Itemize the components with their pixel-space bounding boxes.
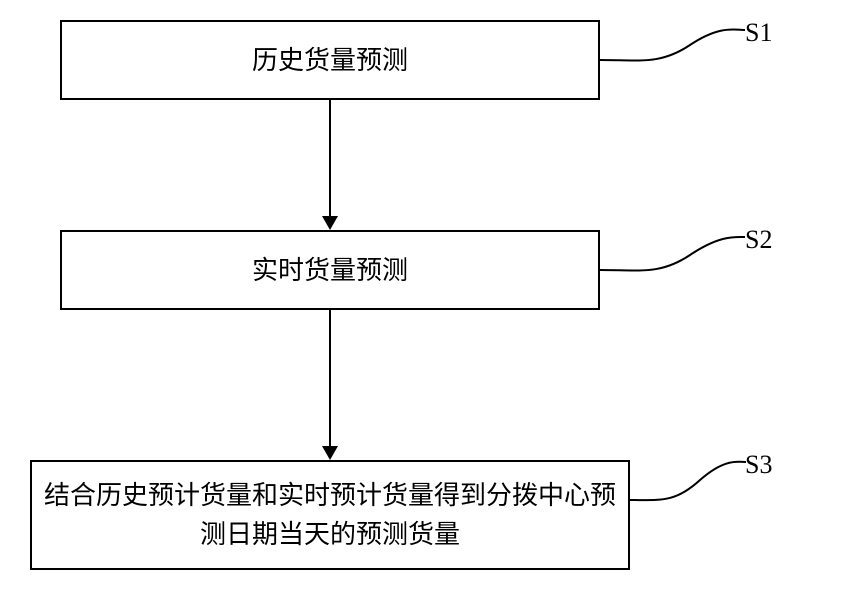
flowchart-box-s2: 实时货量预测 (60, 230, 600, 310)
step-label-s1: S1 (745, 18, 772, 48)
step-label-s2: S2 (745, 225, 772, 255)
box-label: 历史货量预测 (252, 41, 408, 80)
arrow-head-2 (322, 446, 338, 460)
step-label-s3: S3 (745, 450, 772, 480)
box-label: 结合历史预计货量和实时预计货量得到分拨中心预测日期当天的预测货量 (42, 476, 618, 554)
flowchart-box-s3: 结合历史预计货量和实时预计货量得到分拨中心预测日期当天的预测货量 (30, 460, 630, 570)
flowchart-container: 历史货量预测 S1 实时货量预测 S2 结合历史预计货量和实时预计货量得到分拨中… (0, 0, 865, 608)
curve-connector-s1 (600, 15, 750, 70)
curve-connector-s2 (600, 223, 750, 278)
arrow-line-1 (329, 100, 331, 216)
curve-connector-s3 (630, 448, 750, 508)
box-label: 实时货量预测 (252, 251, 408, 290)
arrow-line-2 (329, 310, 331, 446)
arrow-head-1 (322, 216, 338, 230)
flowchart-box-s1: 历史货量预测 (60, 20, 600, 100)
